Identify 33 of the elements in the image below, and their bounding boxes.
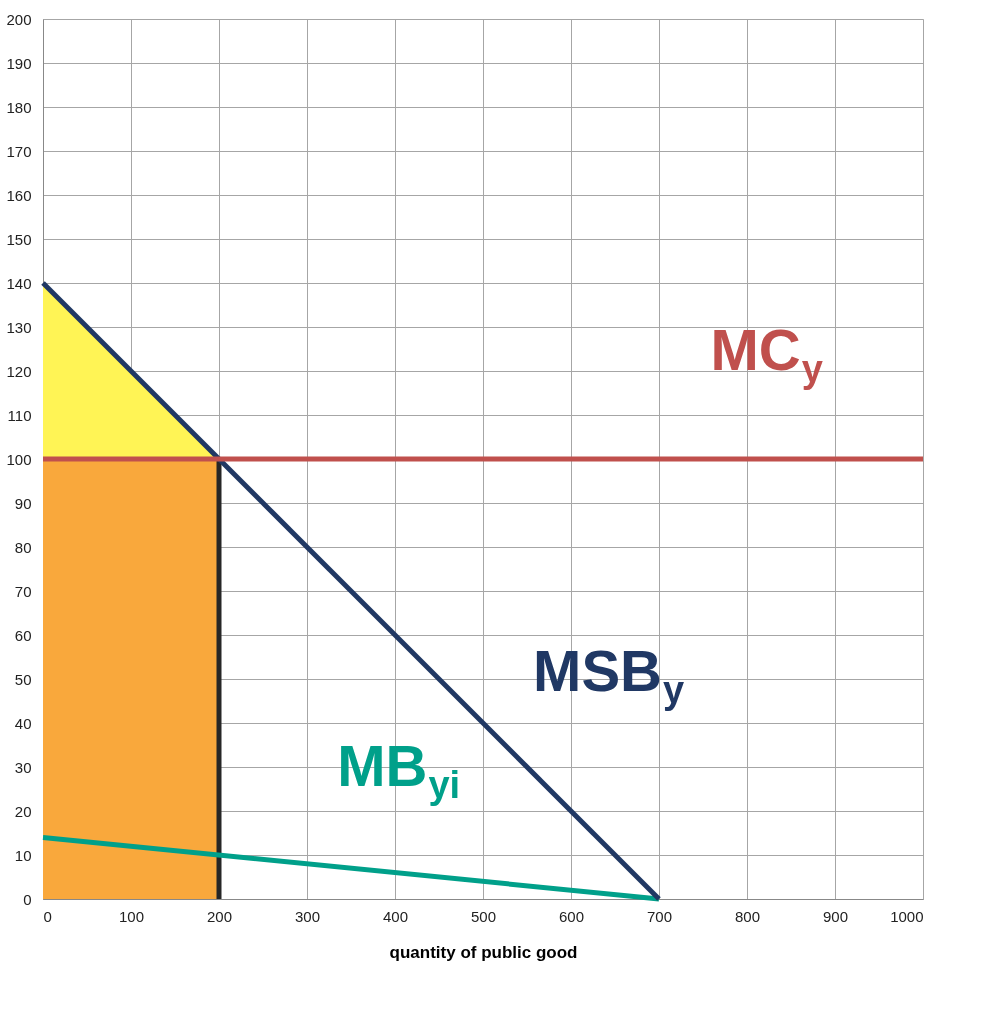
x-tick-label: 100 — [118, 907, 145, 925]
y-tick-label: 180 — [6, 98, 32, 116]
y-tick-label: 110 — [7, 406, 32, 424]
x-axis-title: quantity of public good — [389, 942, 578, 962]
y-tick-label: 0 — [23, 890, 32, 908]
y-tick-label: 80 — [14, 538, 32, 556]
x-tick-label: 600 — [558, 907, 585, 925]
x-tick-label: 900 — [822, 907, 849, 925]
y-tick-label: 190 — [6, 54, 32, 72]
y-tick-label: 30 — [14, 758, 32, 776]
y-tick-label: 60 — [14, 626, 32, 644]
y-tick-label: 40 — [14, 714, 32, 732]
x-tick-label: 400 — [382, 907, 409, 925]
y-tick-label: 140 — [6, 274, 32, 292]
y-tick-label: 10 — [14, 846, 32, 864]
x-tick-label: 1000 — [890, 907, 924, 925]
y-tick-label: 100 — [6, 450, 32, 468]
y-tick-label: 50 — [14, 670, 32, 688]
x-tick-label: 300 — [294, 907, 321, 925]
x-tick-label: 700 — [646, 907, 673, 925]
y-tick-label: 120 — [6, 362, 32, 380]
x-tick-label: 0 — [43, 907, 52, 925]
x-tick-label: 500 — [470, 907, 497, 925]
y-tick-label: 90 — [14, 494, 32, 512]
y-tick-label: 150 — [6, 230, 32, 248]
x-tick-label: 200 — [206, 907, 233, 925]
y-tick-label: 130 — [6, 318, 32, 336]
y-tick-label: 200 — [6, 10, 32, 28]
x-tick-label: 800 — [734, 907, 761, 925]
y-tick-label: 170 — [6, 142, 32, 160]
y-tick-label: 160 — [6, 186, 32, 204]
y-tick-label: 20 — [14, 802, 32, 820]
y-tick-label: 70 — [14, 582, 32, 600]
